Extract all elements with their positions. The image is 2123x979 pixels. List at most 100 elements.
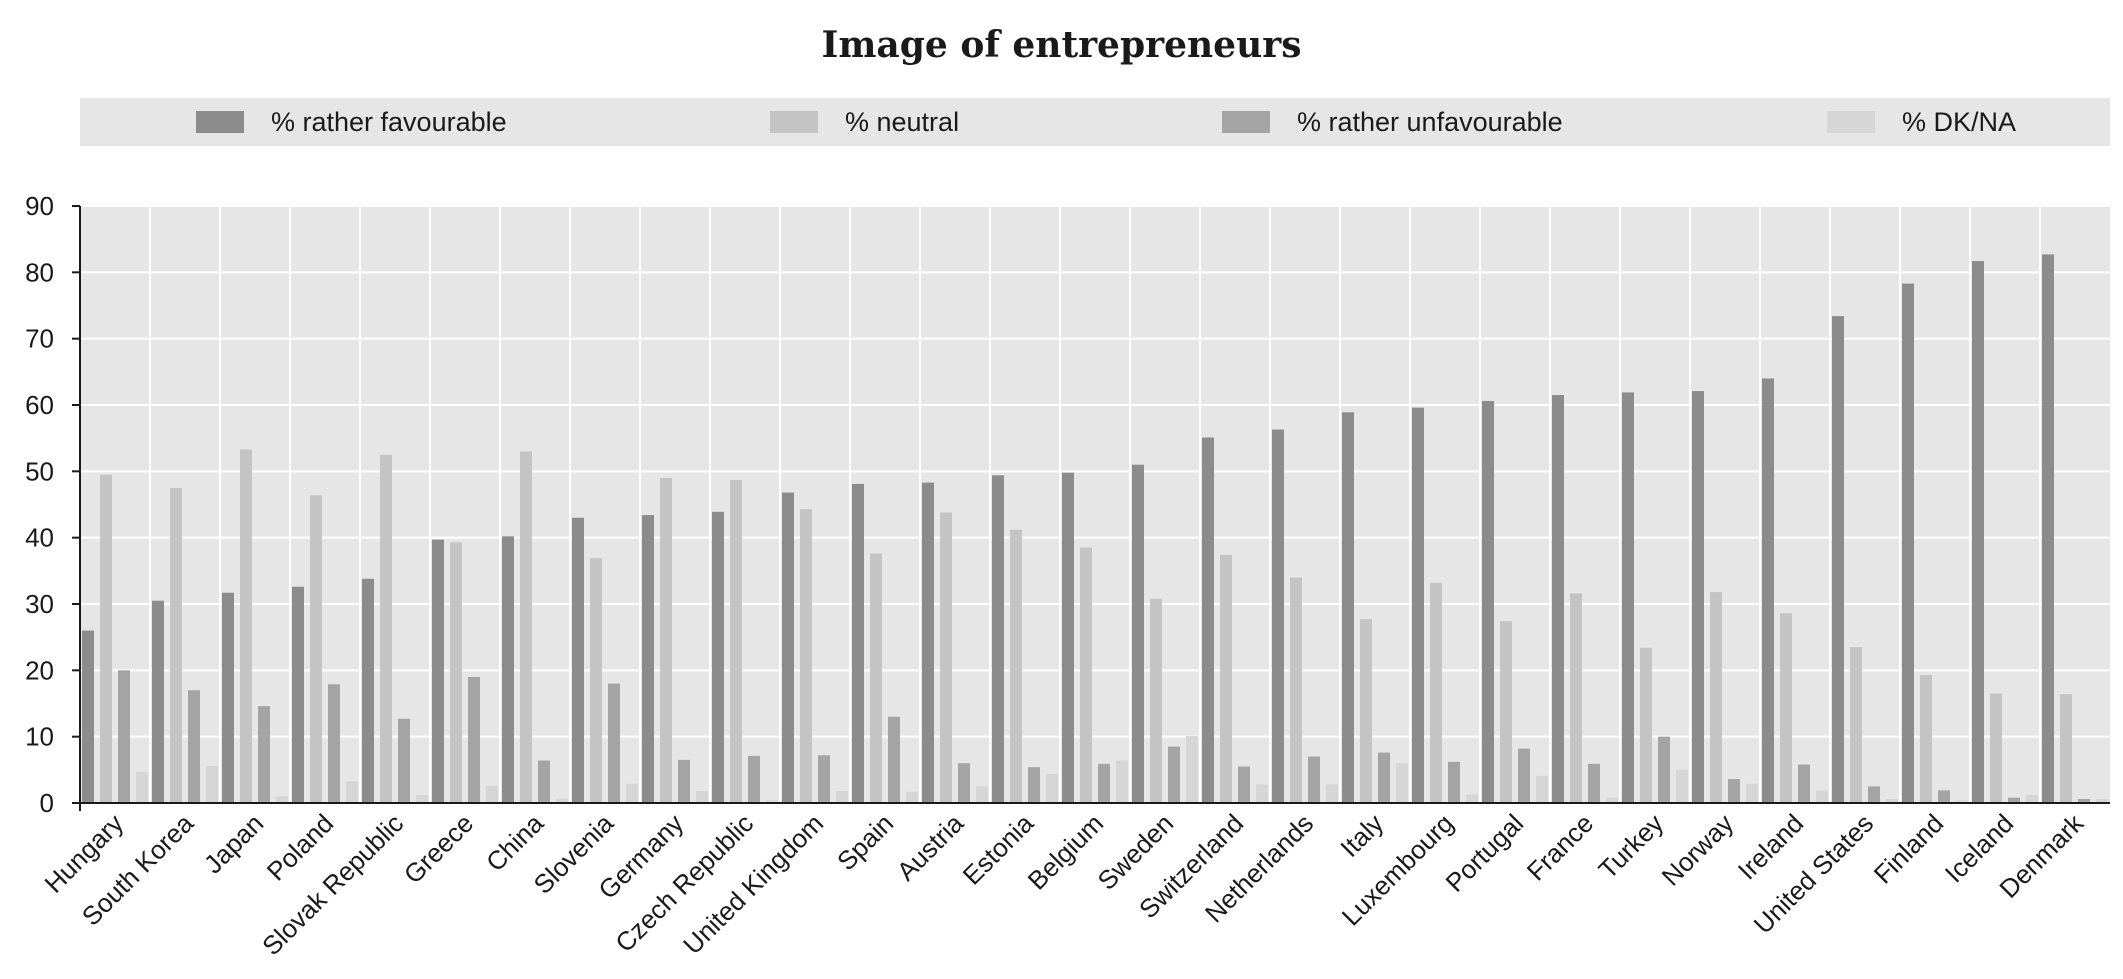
bar [1850, 647, 1862, 803]
bar [556, 798, 568, 803]
bar [538, 760, 550, 803]
y-tick-label: 60 [25, 390, 54, 420]
bar [976, 786, 988, 803]
bar [82, 630, 94, 803]
bar [1746, 783, 1758, 803]
bar [1378, 752, 1390, 803]
x-tick-label: Portugal [1440, 808, 1530, 898]
bar [1570, 593, 1582, 803]
y-axis: 0 10 20 30 40 50 60 70 80 90 [25, 191, 81, 818]
bar [1710, 592, 1722, 803]
bar [1062, 472, 1074, 803]
bar [1482, 401, 1494, 803]
bar [1606, 797, 1618, 803]
bar [1868, 786, 1880, 803]
bar [1396, 763, 1408, 803]
legend-swatch [1827, 111, 1875, 133]
x-tick-label: Finland [1868, 808, 1950, 890]
bar [922, 482, 934, 803]
bar [486, 785, 498, 803]
bar [292, 586, 304, 803]
bar [100, 474, 112, 803]
bar [1902, 283, 1914, 803]
bar [1308, 756, 1320, 803]
bar [1658, 736, 1670, 803]
bar [1132, 464, 1144, 803]
bar [170, 487, 182, 803]
bar [696, 791, 708, 803]
bar [1202, 437, 1214, 803]
bar [310, 495, 322, 803]
y-tick-label: 10 [25, 722, 54, 752]
bar [1360, 619, 1372, 803]
bar [748, 755, 760, 803]
bar [136, 771, 148, 803]
bar [1518, 748, 1530, 803]
bar [502, 536, 514, 803]
bar [1622, 392, 1634, 803]
bar [1080, 547, 1092, 803]
bar [1956, 800, 1968, 803]
y-tick-label: 20 [25, 655, 54, 685]
bar [1816, 790, 1828, 803]
bar [1430, 582, 1442, 803]
bar [1798, 764, 1810, 803]
bar [416, 795, 428, 803]
bar [258, 706, 270, 803]
bar [206, 765, 218, 803]
legend-background [80, 98, 2110, 146]
bar [1920, 674, 1932, 803]
bar [818, 755, 830, 803]
bar [1046, 773, 1058, 803]
bar [800, 509, 812, 803]
legend-swatch [1222, 111, 1270, 133]
bar [362, 578, 374, 803]
bar [1938, 790, 1950, 803]
y-tick-label: 40 [25, 523, 54, 553]
bar [276, 796, 288, 803]
bar [520, 451, 532, 803]
bar [1168, 746, 1180, 803]
legend-label: % rather favourable [271, 107, 507, 137]
bar [432, 539, 444, 803]
y-tick-label: 0 [40, 788, 54, 818]
bar [1552, 395, 1564, 803]
bar [328, 684, 340, 803]
x-tick-label: Italy [1334, 808, 1389, 863]
bar [888, 716, 900, 803]
bar [346, 781, 358, 803]
bar [188, 690, 200, 803]
bar [1342, 412, 1354, 803]
y-tick-label: 90 [25, 191, 54, 221]
bar [1886, 799, 1898, 803]
bar [1536, 775, 1548, 803]
bar [836, 791, 848, 803]
legend: % rather favourable % neutral % rather unf… [80, 98, 2110, 146]
bar [590, 558, 602, 803]
x-tick-label: Belgium [1022, 808, 1110, 896]
bar [1326, 784, 1338, 803]
bar [1116, 760, 1128, 803]
bar [1762, 378, 1774, 803]
bar [730, 479, 742, 803]
bar [958, 763, 970, 803]
bar [1186, 736, 1198, 803]
bar [1692, 391, 1704, 803]
bar [608, 683, 620, 803]
bar [1640, 647, 1652, 803]
bar [660, 477, 672, 803]
x-tick-label: Japan [198, 808, 269, 879]
y-tick-label: 30 [25, 589, 54, 619]
x-tick-label: Austria [891, 808, 970, 887]
bar [1448, 761, 1460, 803]
bar [1098, 763, 1110, 803]
bar [766, 800, 778, 803]
bar [1676, 769, 1688, 803]
bar [398, 718, 410, 803]
bar [1028, 767, 1040, 803]
bar [1238, 766, 1250, 803]
bar [2026, 795, 2038, 803]
bar [992, 475, 1004, 803]
